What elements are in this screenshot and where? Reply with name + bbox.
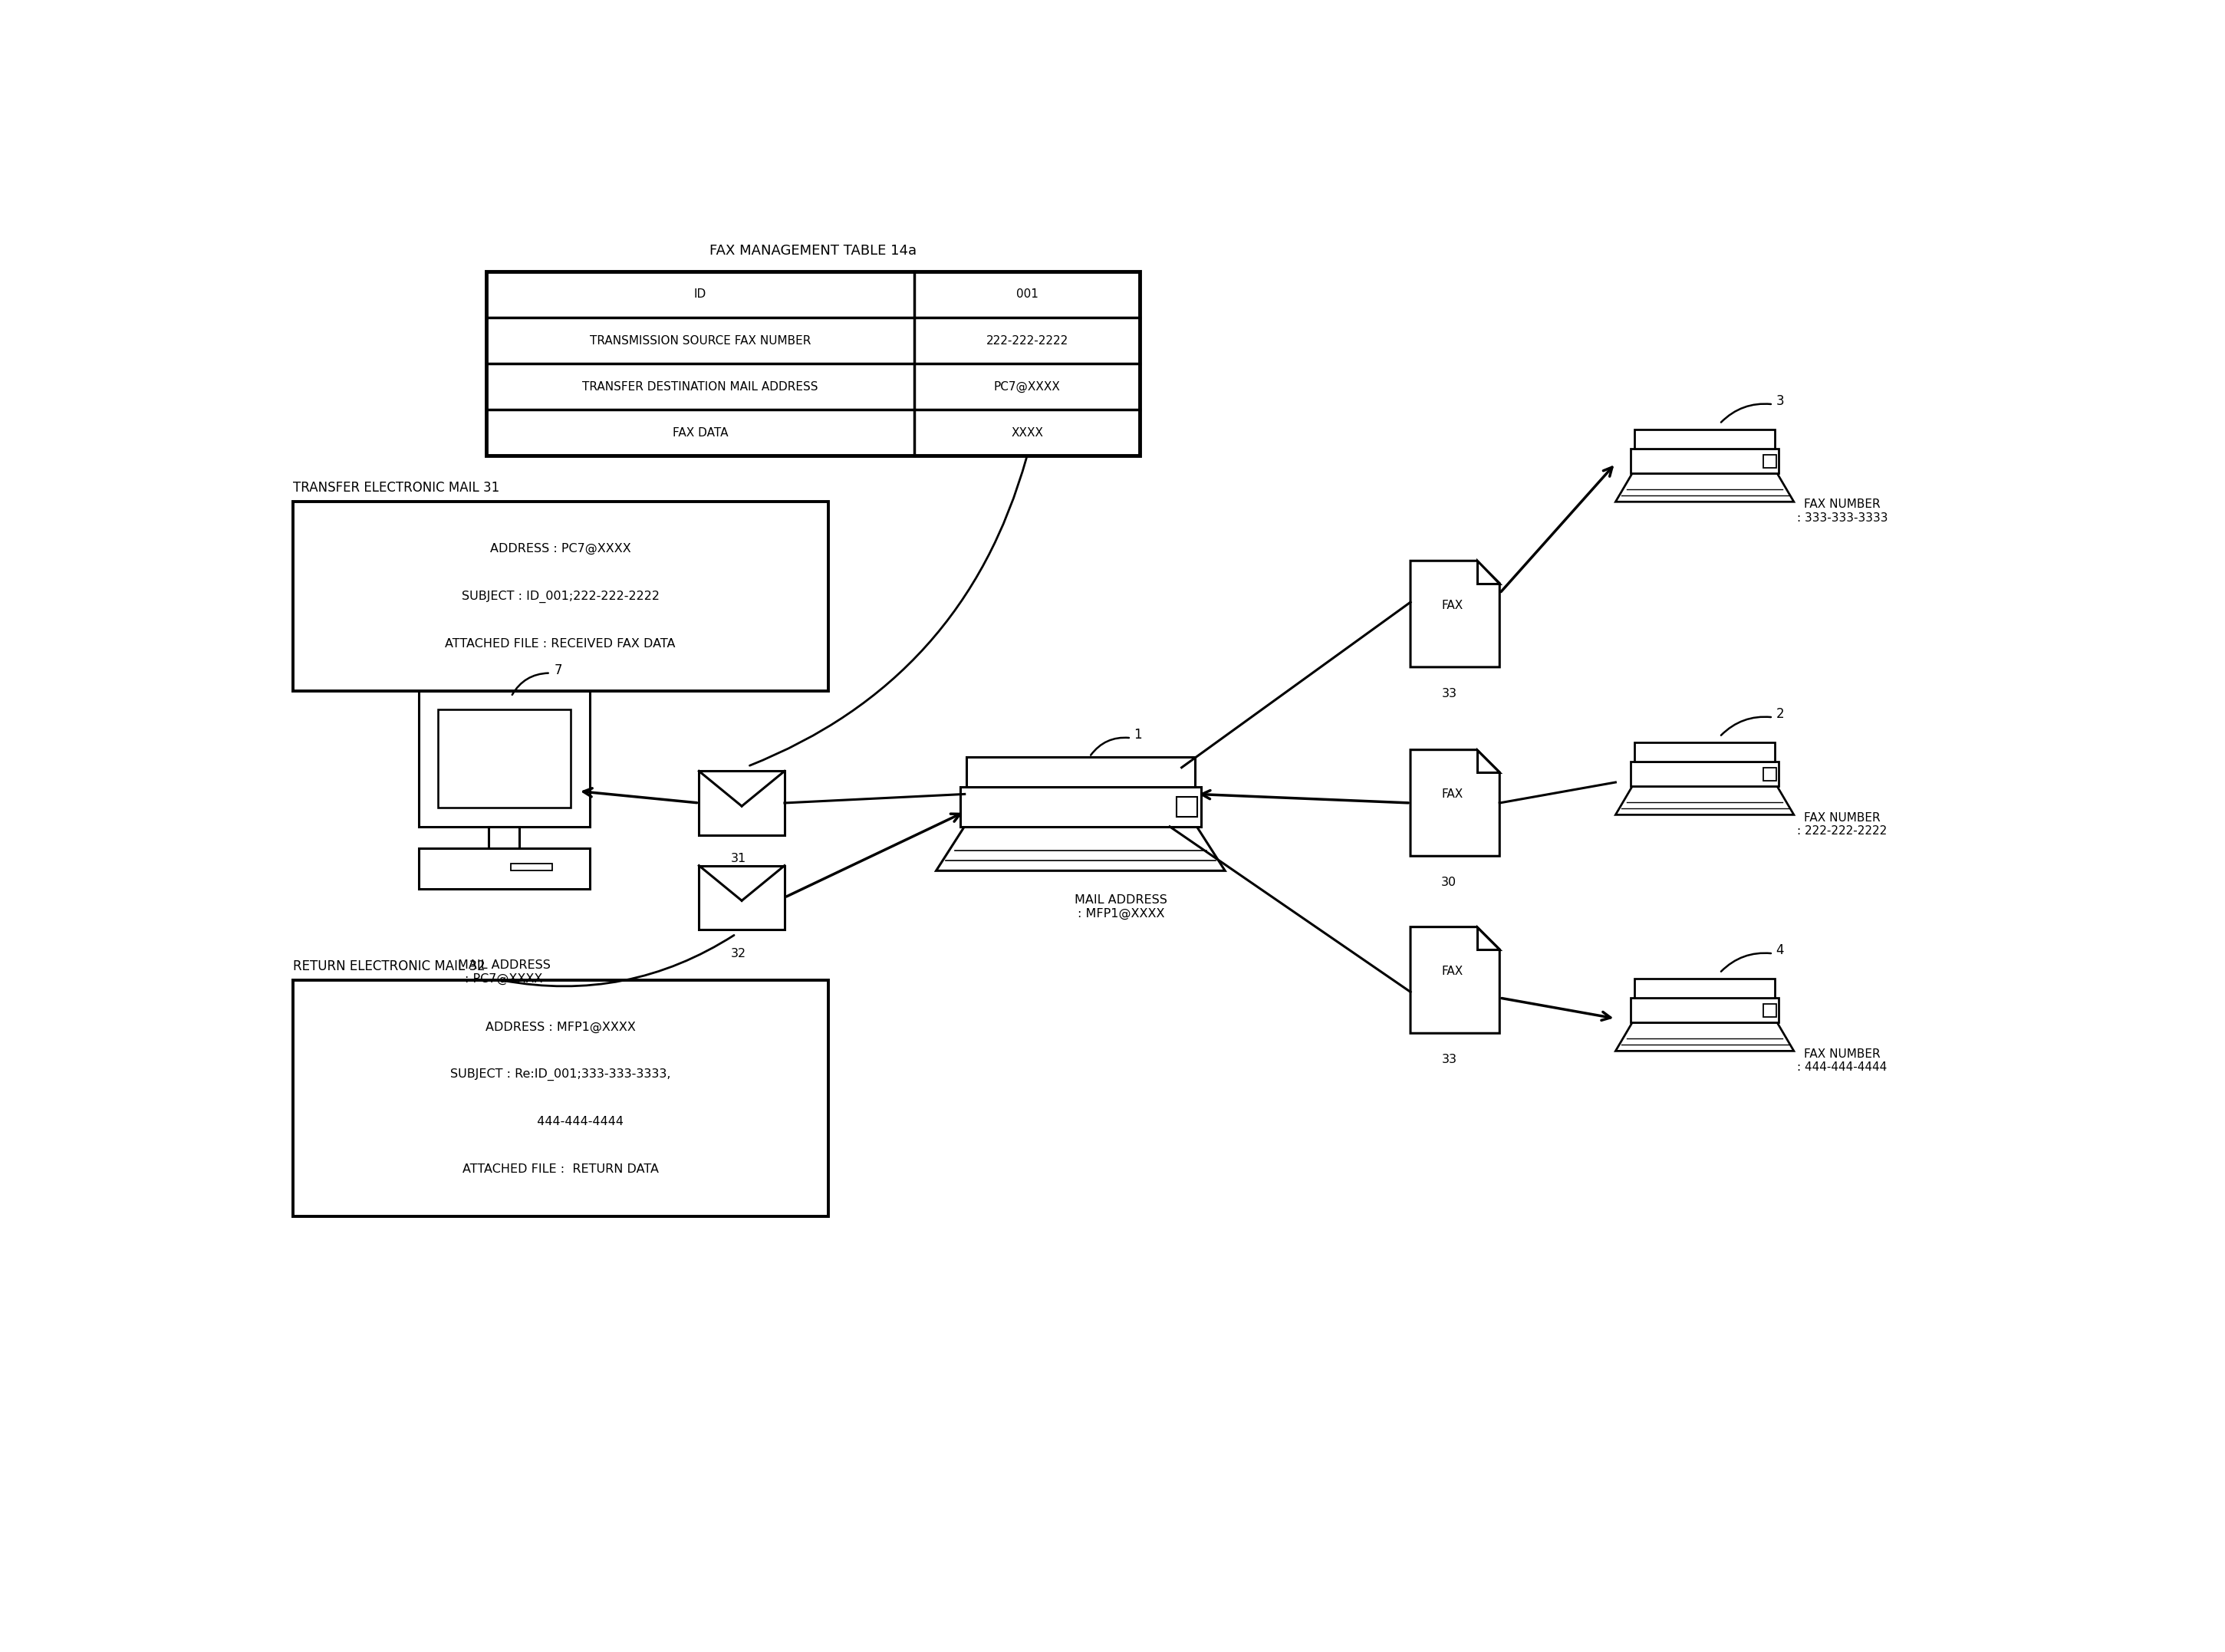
Text: FAX: FAX	[1442, 788, 1462, 800]
Bar	[418, 691, 590, 826]
Polygon shape	[1615, 786, 1793, 814]
Text: TRANSFER DESTINATION MAIL ADDRESS: TRANSFER DESTINATION MAIL ADDRESS	[583, 382, 819, 393]
Bar	[1635, 430, 1776, 449]
Bar	[438, 710, 570, 808]
Polygon shape	[1411, 750, 1500, 856]
Polygon shape	[937, 828, 1226, 871]
Text: FAX: FAX	[1442, 600, 1462, 611]
Bar	[490, 826, 518, 849]
Polygon shape	[1477, 927, 1500, 950]
Bar	[1631, 762, 1778, 786]
Polygon shape	[1411, 560, 1500, 667]
Bar	[418, 849, 590, 889]
Text: ADDRESS : MFP1@XXXX: ADDRESS : MFP1@XXXX	[485, 1021, 636, 1032]
Text: 1: 1	[1135, 729, 1141, 742]
Text: 444-444-4444: 444-444-4444	[498, 1117, 623, 1128]
Text: SUBJECT : Re:ID_001;333-333-3333,: SUBJECT : Re:ID_001;333-333-3333,	[449, 1069, 670, 1080]
Polygon shape	[1477, 560, 1500, 583]
Text: 33: 33	[1442, 687, 1457, 699]
Bar	[294, 980, 828, 1216]
Text: 32: 32	[732, 948, 748, 960]
Text: MAIL ADDRESS
: MFP1@XXXX: MAIL ADDRESS : MFP1@XXXX	[1075, 894, 1168, 920]
Text: SUBJECT : ID_001;222-222-2222: SUBJECT : ID_001;222-222-2222	[461, 590, 659, 603]
Text: FAX: FAX	[1442, 965, 1462, 976]
Text: 222-222-2222: 222-222-2222	[986, 335, 1068, 347]
Text: 2: 2	[1776, 707, 1784, 722]
Text: RETURN ELECTRONIC MAIL 32: RETURN ELECTRONIC MAIL 32	[294, 960, 485, 973]
Bar	[699, 866, 785, 930]
Bar	[1762, 1004, 1776, 1016]
Bar	[512, 864, 552, 871]
Text: 4: 4	[1776, 943, 1784, 958]
Text: ADDRESS : PC7@XXXX: ADDRESS : PC7@XXXX	[490, 544, 632, 555]
Text: MAIL ADDRESS
: PC7@XXXX: MAIL ADDRESS : PC7@XXXX	[458, 960, 550, 985]
Text: TRANSMISSION SOURCE FAX NUMBER: TRANSMISSION SOURCE FAX NUMBER	[590, 335, 810, 347]
Text: XXXX: XXXX	[1010, 426, 1044, 438]
Text: 001: 001	[1017, 289, 1039, 301]
Text: TRANSFER ELECTRONIC MAIL 31: TRANSFER ELECTRONIC MAIL 31	[294, 481, 498, 494]
Text: PC7@XXXX: PC7@XXXX	[995, 382, 1061, 393]
Bar	[1762, 454, 1776, 468]
Bar	[1631, 998, 1778, 1023]
Text: FAX NUMBER
: 333-333-3333: FAX NUMBER : 333-333-3333	[1798, 499, 1887, 524]
Bar	[1635, 980, 1776, 998]
Bar	[1177, 796, 1197, 816]
Polygon shape	[1411, 927, 1500, 1032]
Text: ATTACHED FILE : RECEIVED FAX DATA: ATTACHED FILE : RECEIVED FAX DATA	[445, 638, 676, 649]
Text: FAX DATA: FAX DATA	[672, 426, 728, 438]
Bar	[1635, 743, 1776, 762]
Text: 3: 3	[1776, 395, 1784, 408]
Text: ID: ID	[694, 289, 705, 301]
Bar	[966, 757, 1195, 786]
Bar	[1762, 768, 1776, 780]
Bar	[961, 786, 1202, 828]
Polygon shape	[1615, 1023, 1793, 1051]
Bar	[487, 271, 1139, 456]
Text: FAX NUMBER
: 222-222-2222: FAX NUMBER : 222-222-2222	[1798, 811, 1887, 836]
Text: 33: 33	[1442, 1054, 1457, 1066]
Text: 7: 7	[554, 662, 563, 677]
Bar	[294, 502, 828, 691]
Polygon shape	[1615, 474, 1793, 502]
Bar	[699, 771, 785, 834]
Text: FAX MANAGEMENT TABLE 14a: FAX MANAGEMENT TABLE 14a	[710, 244, 917, 258]
Polygon shape	[1477, 750, 1500, 771]
Text: 31: 31	[732, 852, 748, 864]
Text: FAX NUMBER
: 444-444-4444: FAX NUMBER : 444-444-4444	[1798, 1047, 1887, 1072]
Text: ATTACHED FILE :  RETURN DATA: ATTACHED FILE : RETURN DATA	[463, 1163, 659, 1175]
Text: 30: 30	[1442, 877, 1457, 889]
Bar	[1631, 449, 1778, 474]
